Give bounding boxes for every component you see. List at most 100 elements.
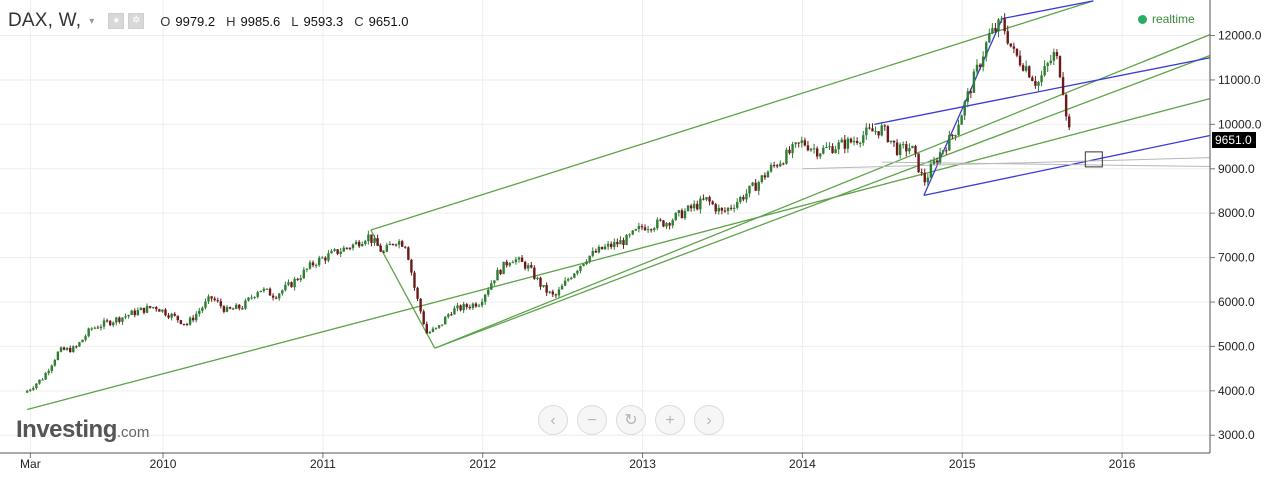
candle-body (474, 303, 478, 307)
channel-line (434, 34, 1211, 349)
candle-body (693, 203, 696, 209)
candle-body (631, 230, 634, 235)
candle-body (376, 238, 379, 246)
candle-body (779, 163, 782, 167)
candle-body (720, 207, 724, 211)
candles (25, 13, 1071, 393)
candle-body (886, 126, 890, 143)
candle-body (686, 205, 690, 211)
candle-body (391, 243, 395, 245)
candle-body (207, 296, 210, 302)
candle-body (1012, 46, 1016, 49)
candle-body (726, 207, 730, 212)
candle-body (133, 310, 136, 316)
candle-body (342, 247, 345, 252)
candle-body (505, 261, 508, 266)
scroll-left-button[interactable]: ‹ (538, 405, 568, 435)
candle-body (548, 291, 551, 293)
candle-body (874, 131, 877, 133)
candle-body (317, 257, 321, 265)
candle-body (828, 146, 831, 148)
candle-body (158, 309, 161, 312)
reset-button[interactable]: ↻ (616, 405, 646, 435)
candle-body (846, 138, 850, 149)
candle-body (410, 259, 413, 273)
candle-body (729, 207, 733, 209)
candle-body (351, 244, 355, 249)
candle-body (582, 263, 585, 266)
candle-body (1034, 80, 1037, 86)
candle-body (483, 294, 487, 302)
candle-body (696, 203, 699, 210)
candle-body (941, 150, 945, 153)
candle-body (969, 91, 973, 93)
candle-body (38, 379, 41, 384)
caret-down-icon[interactable]: ▾ (89, 15, 95, 27)
candle-body (557, 289, 561, 296)
candle-body (75, 346, 78, 348)
candle-body (311, 262, 315, 266)
candle-body (440, 324, 444, 326)
candle-body (1043, 66, 1046, 76)
candle-body (357, 241, 361, 247)
candle-body (822, 147, 825, 154)
candle-body (862, 135, 865, 143)
candle-body (610, 243, 613, 247)
candle-body (465, 304, 468, 308)
candle-body (333, 249, 336, 251)
candle-body (444, 316, 447, 325)
candle-body (419, 298, 422, 312)
gear-icon[interactable]: ✲ (128, 13, 145, 29)
candle-body (385, 245, 389, 252)
candle-body (603, 246, 607, 250)
candle-body (462, 304, 465, 311)
x-tick-label: 2010 (150, 457, 177, 471)
candle-body (373, 238, 376, 243)
close-value: 9651.0 (368, 13, 409, 29)
candle-body (499, 269, 502, 275)
candle-body (898, 144, 902, 155)
eye-icon[interactable]: ● (108, 13, 125, 29)
candle-body (182, 323, 186, 325)
brand-logo: Investing.com (16, 416, 149, 444)
zoom-in-button[interactable]: + (655, 405, 685, 435)
candle-body (616, 241, 619, 245)
candle-body (330, 250, 333, 254)
candle-body (434, 327, 438, 329)
candle-body (213, 298, 216, 301)
candle-body (932, 160, 936, 165)
candle-body (800, 140, 803, 143)
candle-body (59, 347, 63, 352)
candle-body (769, 165, 773, 172)
candle-body (649, 229, 653, 231)
candle-body (508, 263, 511, 266)
candle-body (960, 115, 963, 125)
symbol-title[interactable]: DAX, W, (8, 10, 82, 31)
y-tick-label: 10000.0 (1218, 117, 1262, 131)
candle-body (966, 91, 969, 102)
candle-body (336, 249, 339, 254)
candle-body (1058, 56, 1062, 78)
candle-body (161, 309, 164, 312)
candle-body (908, 148, 911, 152)
candle-body (397, 241, 401, 245)
candle-body (480, 301, 484, 306)
candle-body (926, 177, 930, 183)
candle-body (622, 240, 625, 245)
candle-body (490, 283, 493, 290)
candle-body (751, 182, 754, 186)
candle-body (145, 306, 149, 313)
candle-body (1040, 75, 1043, 83)
zoom-out-button[interactable]: − (577, 405, 607, 435)
x-tick-label: 2015 (949, 457, 976, 471)
candle-body (496, 269, 499, 281)
candle-body (991, 28, 994, 34)
candle-body (975, 64, 979, 72)
candle-body (321, 257, 324, 259)
scroll-right-button[interactable]: › (694, 405, 724, 435)
candle-body (256, 292, 259, 297)
candle-body (231, 308, 235, 310)
chart-navigation: ‹ − ↻ + › (538, 405, 724, 435)
last-price-label: 9651.0 (1212, 132, 1256, 148)
